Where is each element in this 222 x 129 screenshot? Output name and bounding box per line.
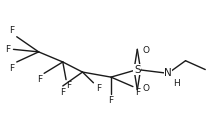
- Text: F: F: [37, 75, 42, 84]
- Text: O: O: [143, 84, 150, 93]
- Text: F: F: [60, 88, 65, 98]
- Text: S: S: [134, 64, 141, 75]
- Text: F: F: [66, 81, 71, 90]
- Text: F: F: [108, 96, 114, 105]
- Text: F: F: [96, 84, 101, 93]
- Text: N: N: [164, 68, 172, 78]
- Text: F: F: [9, 64, 15, 73]
- Text: F: F: [5, 45, 10, 54]
- Text: F: F: [9, 26, 15, 35]
- Text: F: F: [135, 88, 140, 97]
- Text: O: O: [143, 46, 150, 55]
- Text: H: H: [173, 79, 180, 88]
